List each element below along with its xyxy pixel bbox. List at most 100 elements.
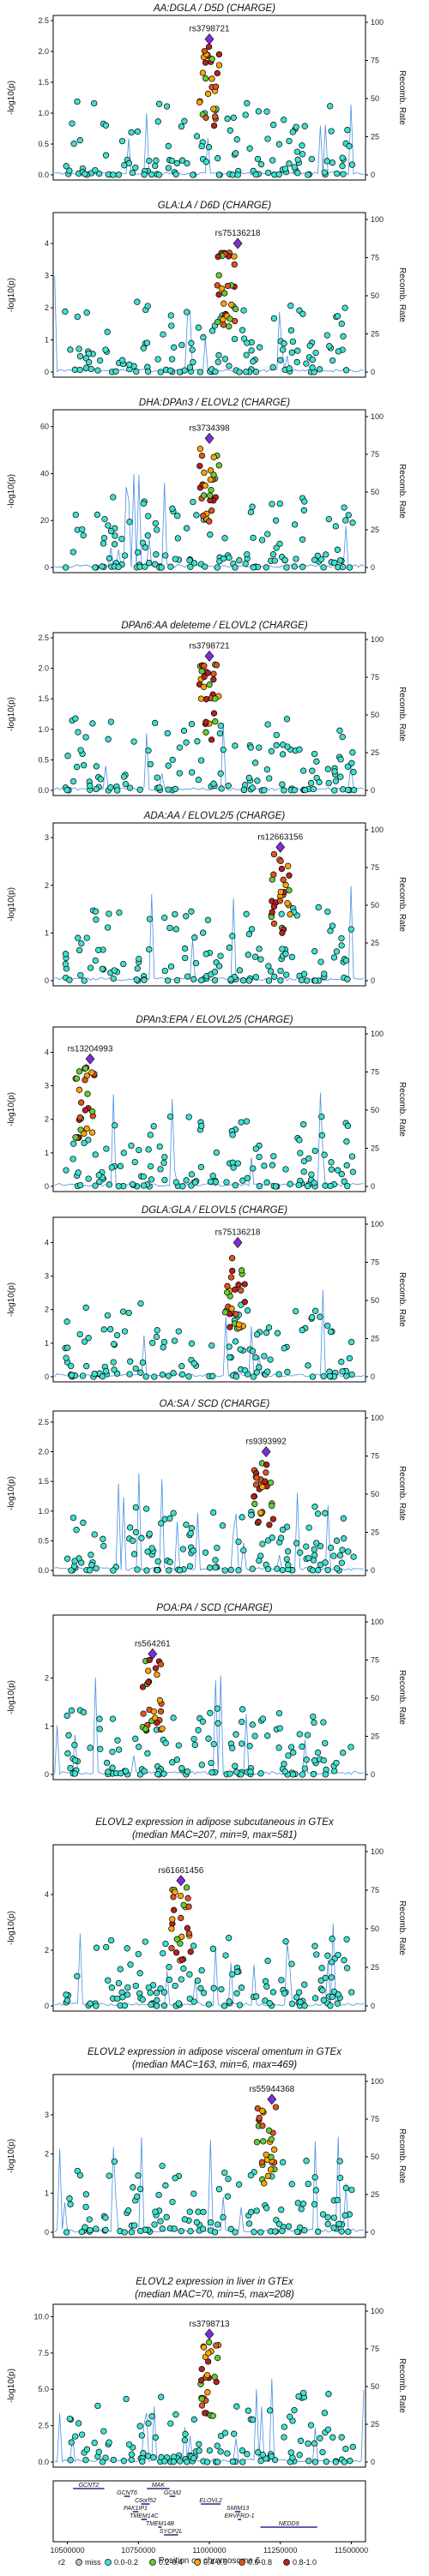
snp-point (311, 977, 319, 984)
snp-point (186, 557, 193, 564)
snp-point (293, 123, 299, 130)
snp-point-ld (198, 452, 206, 459)
snp-point (330, 1552, 337, 1559)
snp-point (134, 2193, 141, 2201)
snp-point-ld (204, 670, 212, 676)
y2-tick-label: 100 (371, 215, 384, 224)
snp-point-ld (228, 301, 235, 309)
snp-point (314, 552, 321, 559)
snp-point (162, 2182, 169, 2189)
snp-point (263, 1983, 270, 1990)
snp-point (137, 2185, 144, 2193)
snp-point (336, 1552, 344, 1559)
snp-point (160, 1344, 166, 1351)
snp-point (82, 2224, 88, 2231)
snp-point (281, 1761, 287, 1768)
gene-label: GCM2 (164, 2490, 181, 2496)
snp-point (167, 563, 174, 570)
snp-point (124, 1984, 131, 1991)
gene-label: PAK1IP1 (124, 2506, 148, 2512)
snp-point (326, 343, 333, 350)
snp-point (117, 1966, 124, 1973)
snp-point (278, 1977, 285, 1984)
snp-point (235, 1567, 242, 1574)
snp-point (63, 1167, 69, 1174)
snp-point (309, 1314, 316, 1321)
snp-point (68, 2439, 75, 2446)
legend-swatch (283, 2559, 290, 2566)
y-tick-label: 2 (45, 881, 49, 890)
snp-point (263, 108, 270, 115)
snp-point (109, 1748, 116, 1756)
snp-point-ld (253, 1474, 260, 1481)
gene-label: MAK (152, 2483, 166, 2489)
snp-point (256, 1183, 263, 1190)
snp-point (252, 974, 259, 981)
snp-point (232, 564, 239, 571)
snp-point-ld (204, 90, 212, 98)
snp-point (211, 969, 219, 976)
snp-point (270, 1153, 277, 1160)
snp-point-ld (196, 462, 203, 470)
snp-point (114, 1995, 121, 2003)
snp-point (311, 1719, 317, 1726)
snp-point-ld (156, 1696, 164, 1704)
y-axis-label: -log10(p) (7, 278, 16, 312)
snp-point (99, 1373, 106, 1380)
snp-point (126, 1371, 133, 1378)
snp-point-ld (145, 1678, 152, 1686)
snp-point (245, 952, 251, 958)
snp-point (186, 2208, 193, 2215)
snp-point (83, 2446, 91, 2453)
snp-point (116, 909, 123, 916)
snp-point (329, 159, 336, 166)
snp-point (142, 563, 148, 570)
snp-point (232, 150, 239, 157)
snp-point (331, 1768, 338, 1774)
snp-point-ld (224, 282, 232, 290)
snp-point (247, 508, 255, 516)
snp-point-ld (227, 1274, 235, 1281)
snp-point (85, 1335, 92, 1342)
snp-point (322, 1739, 329, 1747)
snp-point (233, 2403, 240, 2410)
snp-point (264, 531, 271, 537)
y2-tick-label: 0 (371, 1770, 375, 1779)
y-tick-label: 20 (40, 516, 49, 525)
y2-tick-label: 50 (371, 1694, 379, 1702)
snp-point (148, 1545, 155, 1552)
snp-point (205, 1735, 212, 1742)
snp-point (300, 1121, 307, 1128)
snp-point (186, 1971, 193, 1978)
snp-point-ld (207, 492, 214, 499)
snp-point (311, 1307, 319, 1314)
snp-point (137, 1300, 144, 1307)
snp-point (253, 1993, 260, 2000)
snp-point (207, 2219, 214, 2226)
gene-label: ELOVL2 (199, 2498, 222, 2504)
snp-point (100, 534, 108, 542)
snp-point (342, 957, 350, 964)
snp-point-ld (229, 1267, 236, 1275)
y2-tick-label: 75 (371, 450, 379, 459)
snp-point (134, 128, 142, 135)
snp-point-ld (157, 1708, 165, 1715)
snp-point (169, 2198, 176, 2206)
snp-point-ld (203, 2371, 211, 2379)
snp-point (317, 958, 324, 965)
snp-point-ld (269, 1516, 277, 1522)
snp-point (63, 786, 70, 794)
snp-point (323, 551, 329, 558)
snp-point (272, 1183, 280, 1190)
snp-point (196, 369, 203, 375)
snp-point (347, 2458, 353, 2465)
snp-point-ld (197, 695, 205, 702)
snp-point-ld (199, 69, 207, 76)
snp-point (221, 2429, 229, 2436)
snp-point (233, 136, 240, 143)
snp-point (89, 720, 96, 727)
snp-point-ld (259, 2123, 266, 2129)
y2-tick-label: 100 (371, 1618, 384, 1626)
snp-point (190, 171, 196, 178)
snp-point-ld (263, 1462, 270, 1468)
